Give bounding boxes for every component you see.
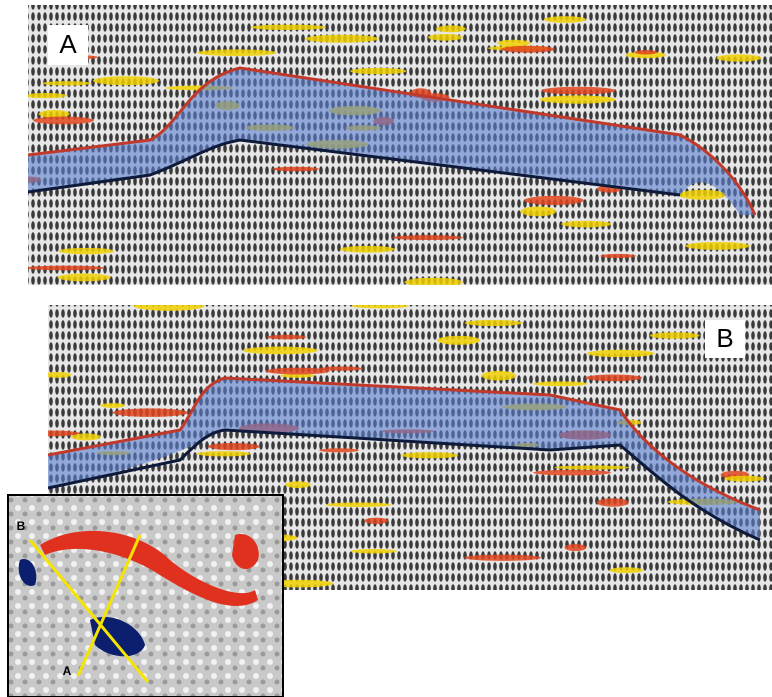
amplitude-blob	[404, 277, 463, 285]
amplitude-blob	[609, 567, 644, 574]
amplitude-blob	[339, 245, 396, 253]
amplitude-blob	[543, 16, 587, 23]
amplitude-blob	[319, 366, 363, 371]
amplitude-blob	[48, 430, 80, 437]
seismic-section-a	[28, 5, 772, 285]
amplitude-blob	[71, 433, 101, 441]
panel-label: A	[59, 29, 77, 59]
amplitude-blob	[196, 451, 251, 457]
amplitude-blob	[304, 34, 379, 43]
map-feature	[18, 559, 37, 586]
amplitude-blob	[427, 34, 463, 41]
amplitude-blob	[197, 49, 277, 57]
amplitude-blob	[350, 548, 397, 554]
amplitude-blob	[481, 370, 516, 381]
horizon-band	[48, 378, 760, 540]
amplitude-blob	[436, 25, 466, 33]
amplitude-blob	[100, 403, 126, 408]
amplitude-blob	[207, 442, 260, 451]
amplitude-blob	[554, 465, 630, 470]
amplitude-blob	[42, 81, 92, 86]
amplitude-blob	[57, 273, 111, 282]
label-box	[48, 25, 88, 65]
amplitude-blob	[585, 374, 643, 382]
amplitude-blob	[716, 54, 762, 62]
inset-label: B	[17, 519, 26, 533]
amplitude-blob	[564, 543, 587, 552]
amplitude-blob	[242, 346, 318, 355]
amplitude-blob	[539, 95, 616, 104]
amplitude-blob	[685, 241, 750, 250]
amplitude-blob	[272, 166, 319, 172]
amplitude-blob	[634, 49, 658, 55]
amplitude-blob	[364, 517, 389, 524]
amplitude-blob	[38, 109, 70, 118]
amplitude-blob	[133, 305, 205, 311]
horizon-top	[28, 66, 757, 216]
amplitude-blob	[532, 381, 588, 387]
amplitude-blob	[48, 371, 72, 378]
amplitude-blob	[58, 247, 115, 255]
amplitude-blob	[561, 220, 612, 228]
amplitude-blob	[28, 92, 67, 99]
amplitude-blob	[496, 39, 531, 47]
horizon-base	[48, 428, 761, 542]
amplitude-blob	[28, 265, 105, 271]
amplitude-blob	[280, 373, 315, 378]
amplitude-blob	[464, 319, 523, 327]
amplitude-blob	[33, 116, 94, 125]
section-line	[76, 534, 142, 677]
amplitude-blob	[596, 498, 629, 507]
amplitude-blob	[678, 189, 727, 200]
panel-label: B	[716, 323, 733, 353]
amplitude-blob	[724, 475, 765, 482]
amplitude-blob	[351, 305, 409, 309]
map-inset: B A	[7, 494, 284, 697]
horizon-top	[48, 376, 761, 512]
amplitude-blob	[533, 469, 612, 476]
amplitude-blob	[541, 86, 616, 95]
horizon-band	[28, 68, 755, 215]
amplitude-blob	[600, 253, 637, 259]
amplitude-blob	[93, 76, 160, 86]
amplitude-blob	[401, 452, 459, 459]
amplitude-blob	[319, 448, 359, 453]
amplitude-blob	[464, 554, 542, 561]
section-line	[28, 539, 150, 683]
amplitude-blob	[625, 51, 667, 59]
amplitude-blob	[250, 24, 327, 31]
horizon-base	[28, 138, 681, 197]
amplitude-blob	[350, 67, 407, 75]
amplitude-blob	[501, 45, 555, 53]
label-box	[705, 320, 745, 358]
amplitude-blob	[524, 195, 584, 205]
inset-label: A	[63, 664, 72, 678]
amplitude-blob	[325, 502, 392, 507]
amplitude-blob	[586, 349, 655, 358]
map-feature	[232, 534, 259, 570]
amplitude-blob	[392, 235, 463, 241]
amplitude-blob	[436, 335, 481, 345]
amplitude-blob	[265, 367, 330, 375]
amplitude-blob	[266, 334, 307, 340]
map-feature	[40, 530, 258, 606]
amplitude-blob	[285, 481, 311, 489]
amplitude-blob	[649, 332, 700, 339]
amplitude-blob	[112, 408, 189, 417]
amplitude-blob	[520, 206, 557, 217]
